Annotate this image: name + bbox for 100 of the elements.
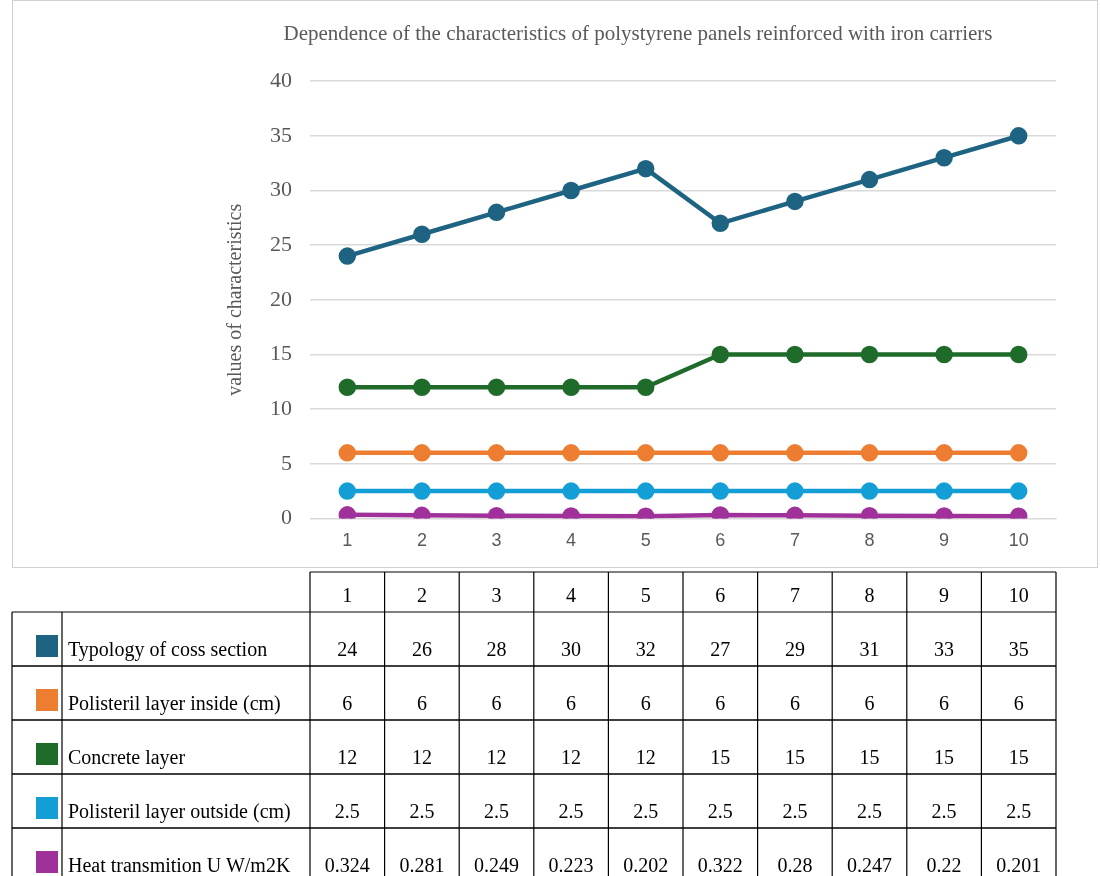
point bbox=[413, 444, 431, 462]
data-label: 2.5 bbox=[707, 800, 733, 822]
data-label: 6 bbox=[1013, 692, 1024, 714]
data-label: 31 bbox=[859, 638, 880, 660]
data-label: 12 bbox=[411, 746, 432, 768]
data-label: 15 bbox=[934, 746, 955, 768]
category-label: 3 bbox=[491, 584, 502, 606]
category-label: 7 bbox=[789, 584, 800, 606]
x-tick-label: 3 bbox=[491, 530, 502, 551]
point bbox=[786, 482, 804, 500]
y-tick-label: 10 bbox=[270, 394, 292, 420]
data-label: 6 bbox=[715, 692, 726, 714]
y-tick-label: 0 bbox=[281, 504, 292, 530]
data-label: 6 bbox=[939, 692, 950, 714]
y-tick-label: 15 bbox=[270, 340, 292, 366]
data-label: 12 bbox=[337, 746, 358, 768]
category-label: 8 bbox=[864, 584, 875, 606]
data-label: 35 bbox=[1008, 638, 1029, 660]
point bbox=[413, 378, 431, 396]
data-label: 6 bbox=[491, 692, 502, 714]
legend-label: Typology of coss section bbox=[68, 638, 268, 661]
data-label: 2.5 bbox=[633, 800, 659, 822]
data-label: 2.5 bbox=[334, 800, 360, 822]
point bbox=[636, 444, 655, 462]
x-tick-label: 2 bbox=[416, 530, 427, 551]
point bbox=[562, 181, 580, 200]
y-axis-title: values of characteristics bbox=[223, 203, 246, 396]
point bbox=[636, 159, 655, 178]
legend-label: Concrete layer bbox=[68, 746, 186, 769]
category-label: 9 bbox=[939, 584, 950, 606]
data-label: 2.5 bbox=[857, 800, 882, 822]
data-label: 2.5 bbox=[931, 800, 957, 822]
point bbox=[487, 378, 506, 396]
point bbox=[786, 444, 804, 462]
point bbox=[1009, 345, 1028, 364]
data-label: 32 bbox=[635, 638, 656, 660]
point bbox=[562, 378, 580, 396]
data-label: 0.201 bbox=[996, 854, 1042, 876]
point bbox=[338, 444, 357, 462]
data-label: 0.324 bbox=[324, 854, 370, 876]
point bbox=[1009, 127, 1028, 145]
category-label: 5 bbox=[640, 584, 651, 606]
data-label: 6 bbox=[566, 692, 577, 714]
point bbox=[711, 345, 730, 364]
data-label: 6 bbox=[342, 692, 353, 714]
data-label: 0.223 bbox=[548, 854, 594, 876]
x-tick-label: 5 bbox=[640, 530, 651, 551]
data-label: 15 bbox=[710, 746, 731, 768]
data-label: 26 bbox=[411, 638, 432, 660]
x-tick-label: 1 bbox=[342, 530, 353, 551]
point bbox=[413, 482, 431, 500]
point bbox=[338, 378, 357, 396]
data-label: 2.5 bbox=[484, 800, 509, 822]
y-tick-label: 5 bbox=[281, 449, 292, 475]
point bbox=[338, 247, 357, 265]
data-label: 6 bbox=[640, 692, 651, 714]
point bbox=[487, 203, 506, 222]
data-label: 2.5 bbox=[558, 800, 584, 822]
data-label: 2.5 bbox=[782, 800, 808, 822]
point bbox=[711, 214, 730, 233]
point bbox=[562, 444, 580, 462]
data-label: 2.5 bbox=[1006, 800, 1032, 822]
data-label: 0.247 bbox=[847, 854, 892, 876]
y-tick-label: 40 bbox=[270, 66, 292, 92]
data-label: 29 bbox=[784, 638, 805, 660]
x-tick-label: 8 bbox=[864, 530, 875, 551]
legend-label: Polisteril layer inside (cm) bbox=[68, 692, 281, 715]
point bbox=[860, 345, 879, 364]
legend-label: Heat transmition U W/m2K bbox=[68, 854, 291, 876]
point bbox=[562, 482, 580, 500]
data-label: 15 bbox=[859, 746, 880, 768]
data-label: 6 bbox=[864, 692, 875, 714]
category-label: 10 bbox=[1008, 584, 1029, 606]
legend-label: Polisteril layer outside (cm) bbox=[68, 800, 291, 823]
point bbox=[786, 192, 804, 211]
data-label: 0.202 bbox=[623, 854, 669, 876]
data-label: 30 bbox=[561, 638, 582, 660]
data-label: 28 bbox=[486, 638, 507, 660]
data-label: 2.5 bbox=[409, 800, 435, 822]
data-label: 27 bbox=[710, 638, 731, 660]
x-tick-label: 6 bbox=[715, 530, 726, 551]
data-label: 0.322 bbox=[697, 854, 743, 876]
point bbox=[413, 225, 431, 243]
x-tick-label: 9 bbox=[939, 530, 950, 551]
category-label: 4 bbox=[566, 584, 577, 606]
x-tick-label: 10 bbox=[1008, 530, 1029, 551]
point bbox=[860, 482, 879, 500]
point bbox=[711, 482, 730, 500]
point bbox=[487, 444, 506, 462]
data-label: 6 bbox=[789, 692, 800, 714]
point bbox=[711, 444, 730, 462]
category-label: 2 bbox=[416, 584, 427, 606]
data-label: 24 bbox=[337, 638, 358, 660]
point bbox=[338, 482, 357, 500]
data-label: 12 bbox=[486, 746, 507, 768]
y-tick-label: 35 bbox=[270, 121, 292, 147]
point bbox=[636, 378, 655, 396]
point bbox=[1009, 444, 1028, 462]
chart-title: Dependence of the characteristics of polystyrene panels reinforced with iron carriers bbox=[283, 21, 993, 46]
y-tick-label: 25 bbox=[270, 230, 292, 256]
